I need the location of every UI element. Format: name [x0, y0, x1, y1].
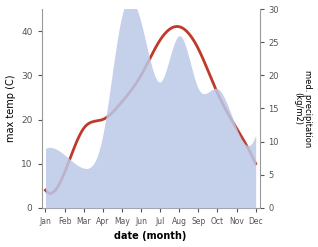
Y-axis label: med. precipitation
(kg/m2): med. precipitation (kg/m2) [293, 70, 313, 147]
Y-axis label: max temp (C): max temp (C) [5, 75, 16, 142]
X-axis label: date (month): date (month) [114, 231, 187, 242]
